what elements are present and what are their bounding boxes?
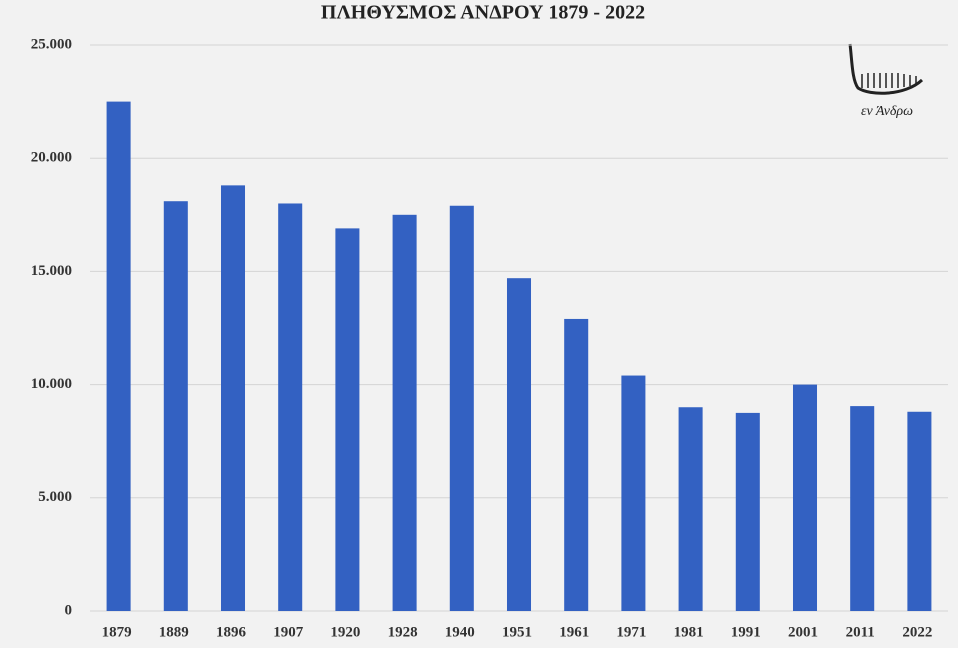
x-tick-label: 1907 <box>273 624 304 640</box>
x-tick-label: 2011 <box>846 624 875 640</box>
x-tick-label: 2001 <box>788 624 818 640</box>
y-tick-label: 25.000 <box>31 36 72 52</box>
x-tick-label: 1896 <box>216 624 247 640</box>
bar <box>678 407 703 611</box>
bar <box>220 185 246 612</box>
bar <box>621 375 646 611</box>
y-tick-label: 20.000 <box>31 150 72 166</box>
bar <box>506 278 532 611</box>
x-tick-label: 1951 <box>502 624 532 640</box>
chart-title: ΠΛΗΘΥΣΜΟΣ ΑΝΔΡΟΥ 1879 - 2022 <box>321 2 645 24</box>
bar <box>392 214 417 612</box>
bar <box>106 101 131 611</box>
logo-oars <box>861 73 917 88</box>
x-tick-label: 1991 <box>731 624 761 640</box>
bar <box>163 201 188 611</box>
bar <box>564 318 589 611</box>
x-tick-label: 1879 <box>102 624 132 640</box>
y-tick-label: 10.000 <box>31 376 72 392</box>
bar <box>792 384 818 611</box>
bar <box>907 411 932 611</box>
x-tick-label: 1920 <box>330 624 360 640</box>
x-tick-label: 1961 <box>559 624 589 640</box>
x-tick-label: 1981 <box>674 624 704 640</box>
bar <box>278 203 303 612</box>
x-tick-label: 1889 <box>159 624 189 640</box>
x-tick-label: 1971 <box>616 624 646 640</box>
x-tick-label: 2022 <box>902 624 932 640</box>
bar <box>335 228 360 611</box>
bar <box>735 412 760 611</box>
y-tick-label: 5.000 <box>38 489 72 505</box>
x-tick-label: 1940 <box>445 624 475 640</box>
y-tick-label: 0 <box>65 602 73 618</box>
bar <box>850 406 875 611</box>
x-tick-label: 1928 <box>388 624 418 640</box>
bar <box>449 205 474 611</box>
logo: εν Άνδρω <box>848 43 924 119</box>
logo-text: εν Άνδρω <box>861 104 913 119</box>
y-tick-label: 15.000 <box>31 263 72 279</box>
logo-boat <box>848 43 924 95</box>
